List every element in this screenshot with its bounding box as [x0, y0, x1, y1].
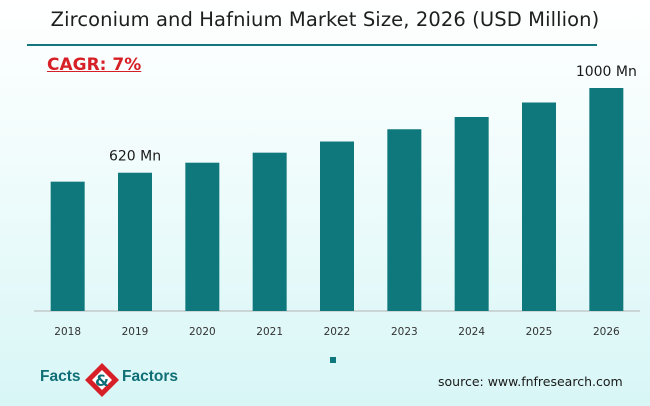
- logo-amp-text: &: [95, 371, 109, 390]
- bar-2021: [252, 152, 287, 311]
- facts-and-factors-logo: Facts & Factors: [40, 362, 185, 398]
- bar-2018: [50, 181, 85, 311]
- x-tick-label-2019: 2019: [122, 326, 149, 338]
- logo-text-facts: Facts: [40, 368, 81, 385]
- logo-ampersand-icon: &: [85, 363, 119, 397]
- data-label-2019: 620 Mn: [109, 149, 161, 165]
- x-tick-label-2020: 2020: [189, 326, 216, 338]
- x-tick-label-2022: 2022: [324, 326, 351, 338]
- bar-2026: [589, 88, 624, 311]
- x-tick-label-2021: 2021: [256, 326, 283, 338]
- x-tick-label-2023: 2023: [391, 326, 418, 338]
- x-tick-label-2026: 2026: [593, 326, 620, 338]
- source-note: source: www.fnfresearch.com: [438, 374, 623, 389]
- bar-2019: [118, 172, 152, 311]
- bar-2025: [522, 102, 556, 312]
- cagr-label: CAGR: 7%: [47, 55, 142, 75]
- bar-2024: [454, 116, 489, 312]
- x-tick-label-2018: 2018: [54, 326, 81, 338]
- data-label-2026: 1000 Mn: [576, 64, 637, 80]
- x-tick-label-2025: 2025: [526, 326, 553, 338]
- title-divider: [27, 44, 597, 46]
- bar-2023: [387, 129, 422, 311]
- bar-2020: [185, 162, 220, 311]
- bar-2022: [320, 141, 354, 311]
- logo-text-factors: Factors: [122, 368, 178, 385]
- x-tick-label-2024: 2024: [458, 326, 485, 338]
- chart-title: Zirconium and Hafnium Market Size, 2026 …: [50, 8, 600, 31]
- legend-marker: [330, 357, 336, 363]
